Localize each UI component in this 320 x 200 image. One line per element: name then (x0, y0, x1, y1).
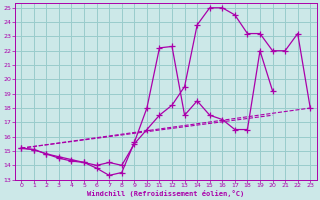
X-axis label: Windchill (Refroidissement éolien,°C): Windchill (Refroidissement éolien,°C) (87, 190, 244, 197)
